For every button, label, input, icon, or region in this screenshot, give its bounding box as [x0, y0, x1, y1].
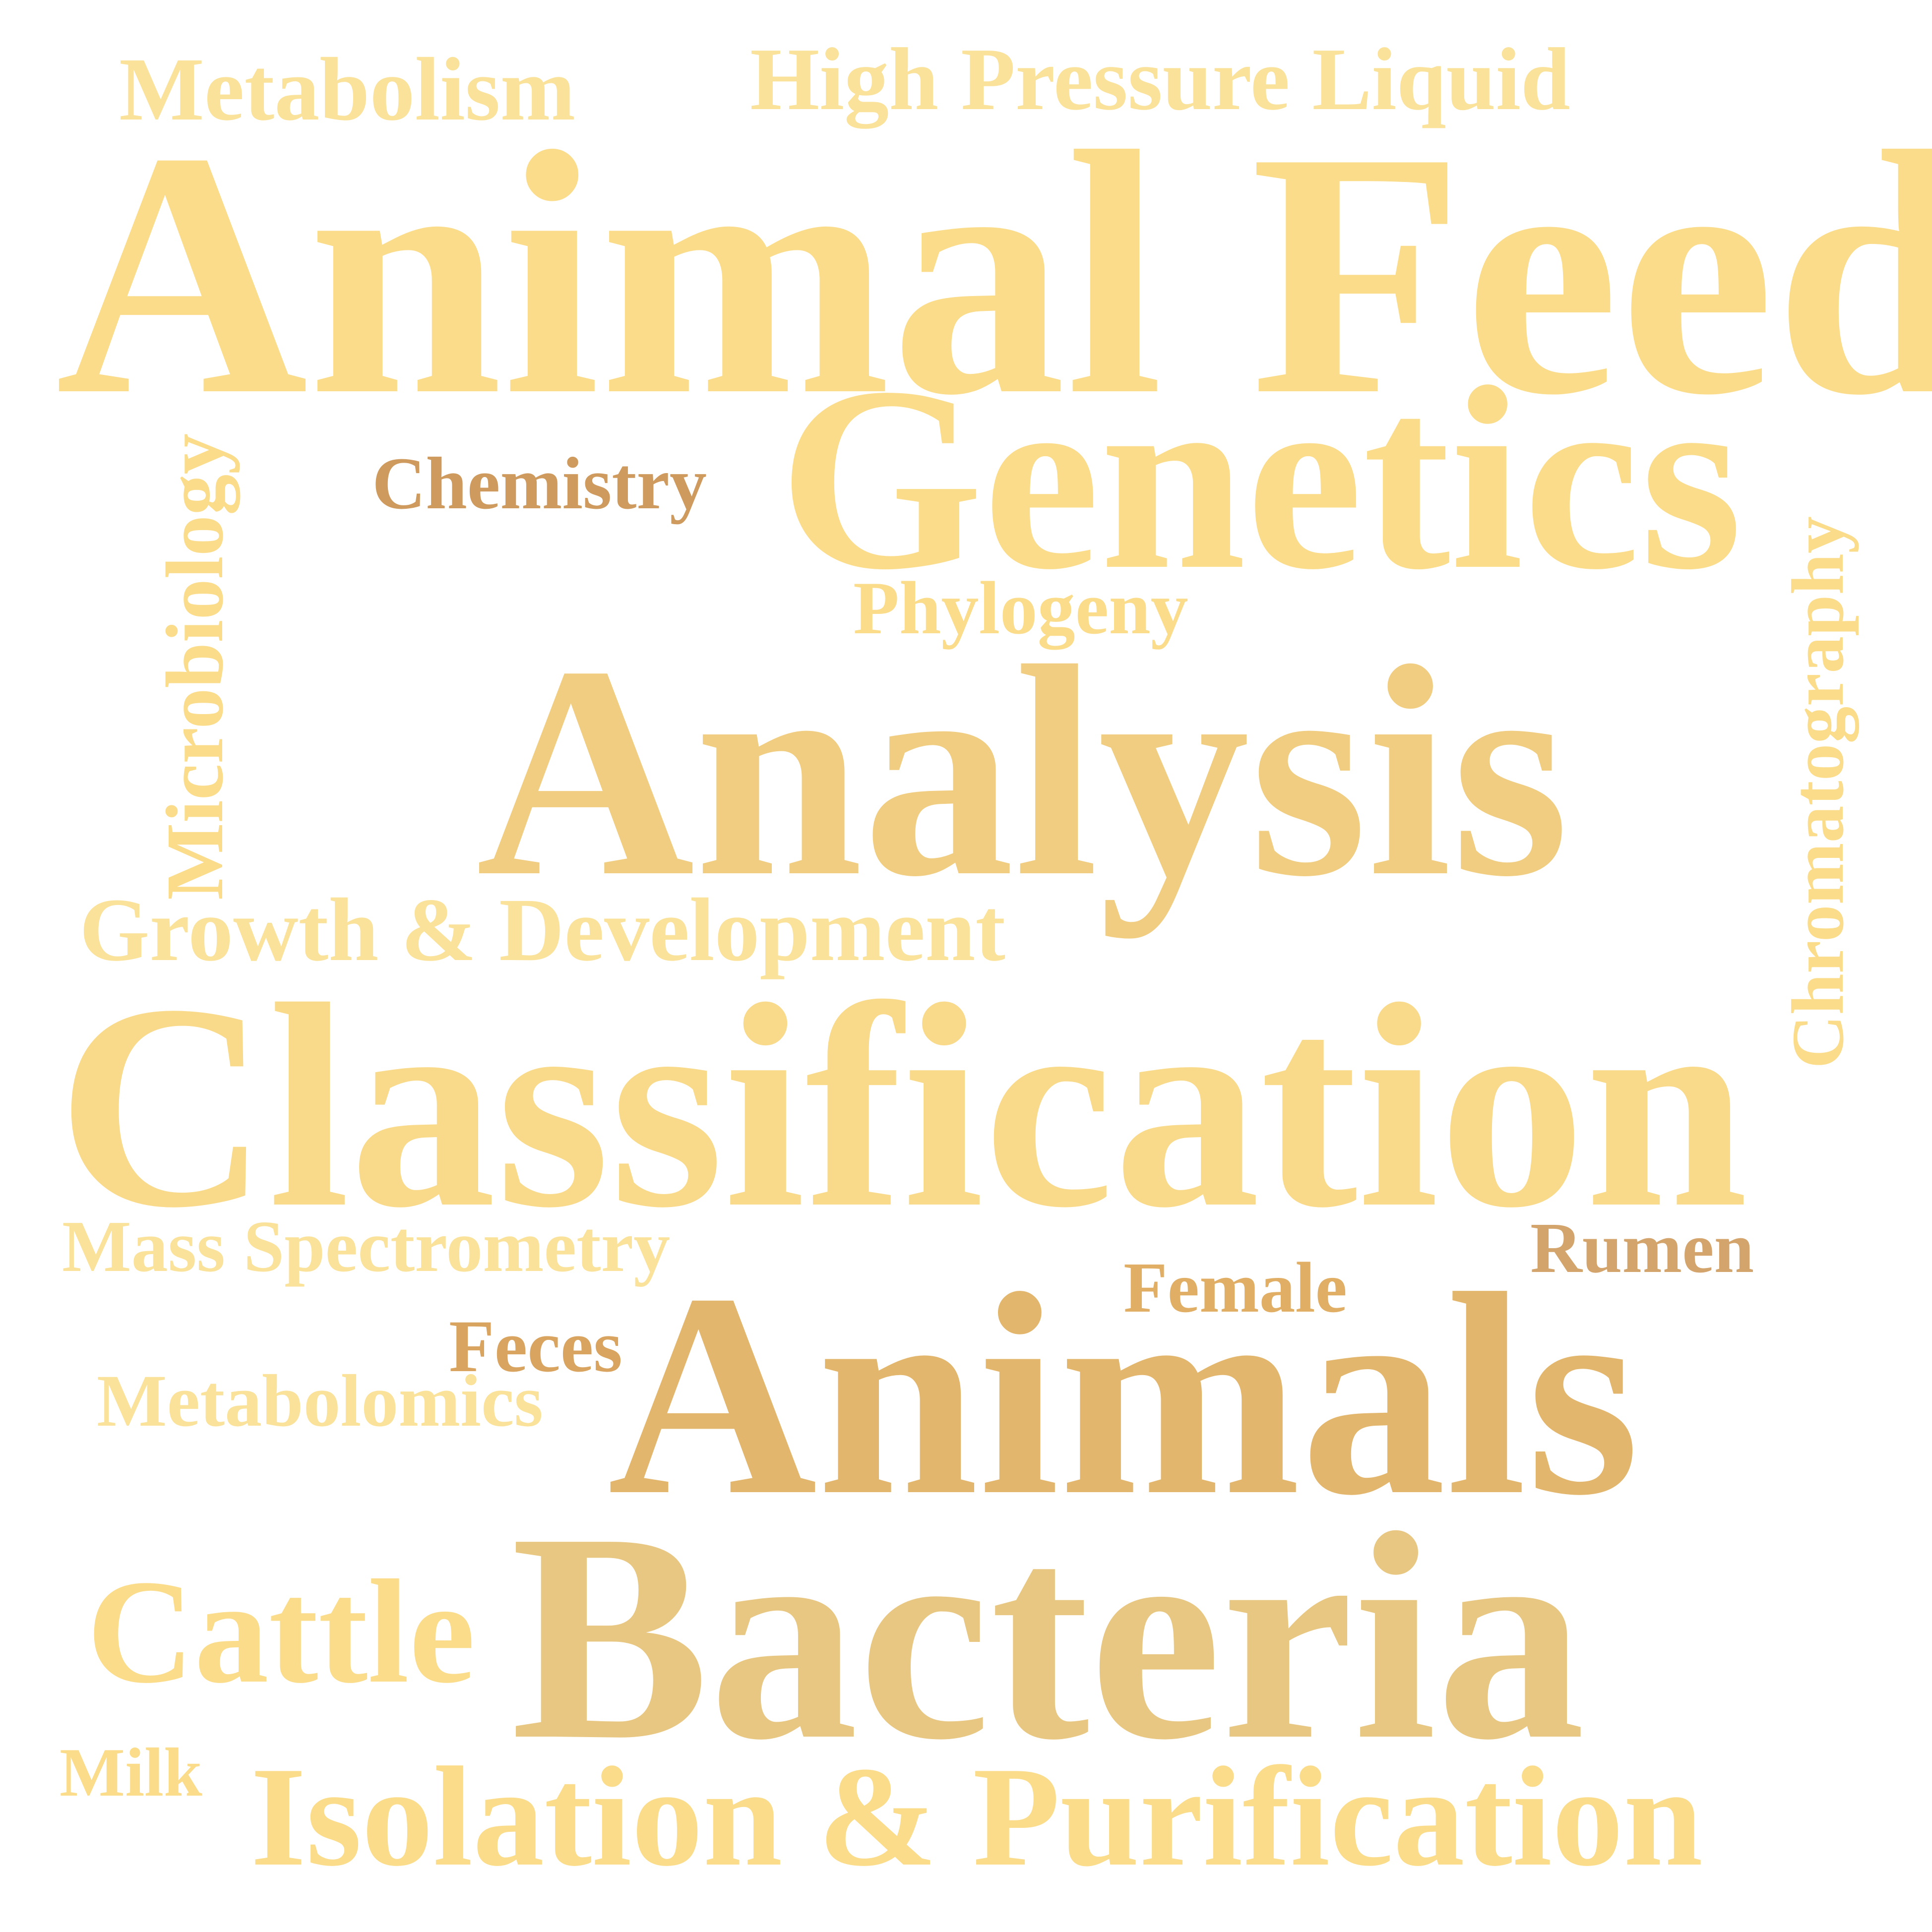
word-rumen: Rumen: [1530, 1208, 1754, 1288]
word-chromatography: Chromatography: [1777, 516, 1859, 1069]
word-genetics: Genetics: [779, 333, 1743, 624]
word-phylogeny: Phylogeny: [853, 566, 1188, 650]
word-bacteria: Bacteria: [511, 1471, 1585, 1801]
word-animal-feed: Animal Feed: [56, 80, 1932, 467]
word-animals: Animals: [608, 1234, 1640, 1555]
word-high-pressure-liquid: High Pressure Liquid: [750, 30, 1570, 128]
word-milk: Milk: [60, 1734, 202, 1811]
word-female: Female: [1123, 1248, 1347, 1328]
word-growth-development: Growth & Development: [79, 880, 1005, 980]
word-classification: Classification: [57, 944, 1748, 1268]
word-metabolomics: Metabolomics: [97, 1360, 543, 1442]
word-microbiology: Microbiology: [149, 433, 240, 900]
word-analysis: Analysis: [476, 604, 1569, 939]
word-isolation-purification: Isolation & Purification: [250, 1738, 1703, 1896]
word-mass-spectrometry: Mass Spectrometry: [62, 1206, 671, 1287]
word-feces: Feces: [449, 1305, 623, 1388]
word-chemistry: Chemistry: [372, 442, 707, 525]
word-metabolism: Metabolism: [119, 40, 575, 139]
word-cattle: Cattle: [87, 1549, 475, 1714]
